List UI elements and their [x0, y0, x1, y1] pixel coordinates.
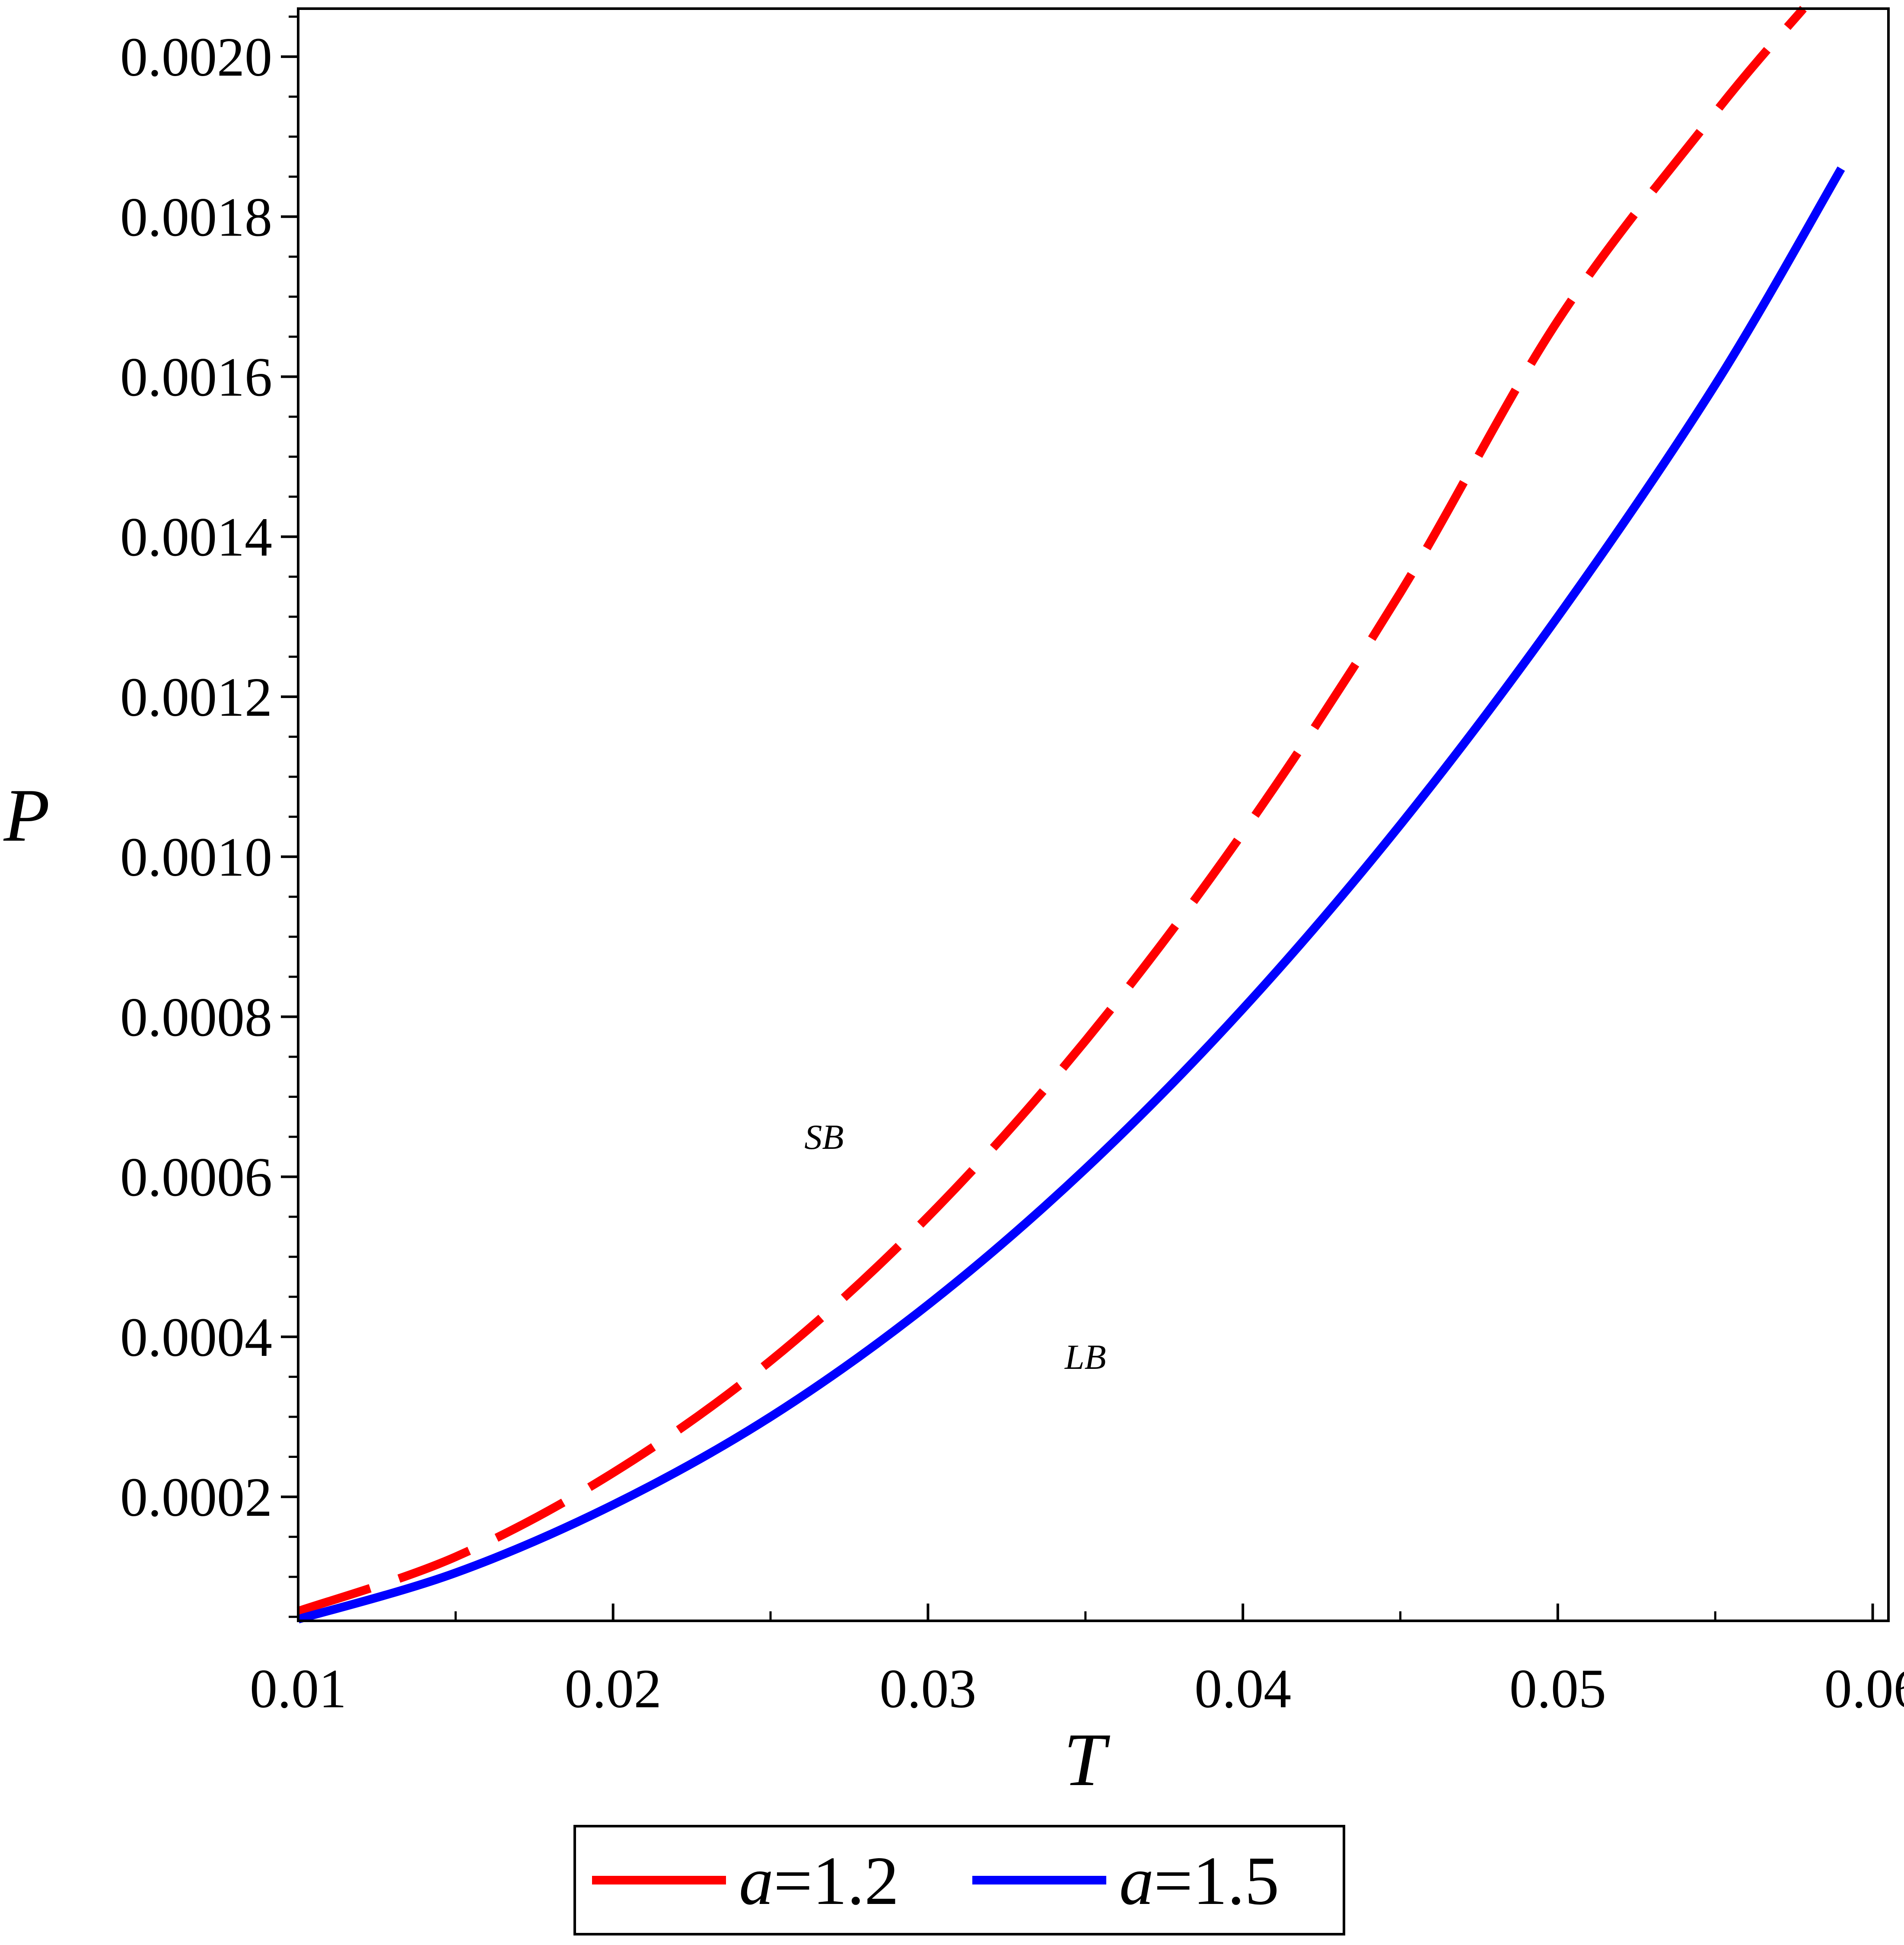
- series-line-1: [296, 6, 1807, 1616]
- y-tick-label: 0.0008: [120, 986, 272, 1048]
- region-label-sb: SB: [804, 1117, 844, 1157]
- x-tick-label: 0.01: [250, 1658, 347, 1719]
- y-axis-label: P: [3, 773, 50, 857]
- y-tick-label: 0.0004: [120, 1307, 272, 1368]
- plot-frame: [297, 7, 1890, 1622]
- series-lines: [296, 6, 1845, 1623]
- x-tick-label: 0.06: [1824, 1658, 1904, 1719]
- x-tick-label: 0.05: [1509, 1658, 1606, 1719]
- region-label-lb: LB: [1064, 1337, 1106, 1377]
- y-tick-label: 0.0016: [120, 347, 272, 408]
- y-tick-label: 0.0020: [120, 26, 272, 88]
- y-tick-label: 0.0010: [120, 826, 272, 888]
- y-tick-label: 0.0012: [120, 666, 272, 728]
- y-tick-label: 0.0014: [120, 507, 272, 568]
- x-tick-label: 0.03: [879, 1658, 976, 1719]
- legend-label-1: a=1.2: [739, 1842, 899, 1919]
- series-line-2: [297, 166, 1845, 1623]
- x-tick-label: 0.02: [565, 1658, 662, 1719]
- x-axis-label: T: [1063, 1718, 1110, 1802]
- annotations: SB LB: [804, 1117, 1106, 1377]
- y-tick-label: 0.0006: [120, 1147, 272, 1208]
- axis-ticks: 0.01 0.02 0.03 0.04 0.05 0.06 0.0002 0.0004 0.00…: [120, 16, 1904, 1719]
- x-tick-label: 0.04: [1194, 1658, 1291, 1719]
- y-tick-label: 0.0002: [120, 1467, 272, 1528]
- legend: a=1.2 a=1.5: [573, 1825, 1345, 1935]
- legend-label-2: a=1.5: [1119, 1842, 1279, 1919]
- y-tick-label: 0.0018: [120, 186, 272, 248]
